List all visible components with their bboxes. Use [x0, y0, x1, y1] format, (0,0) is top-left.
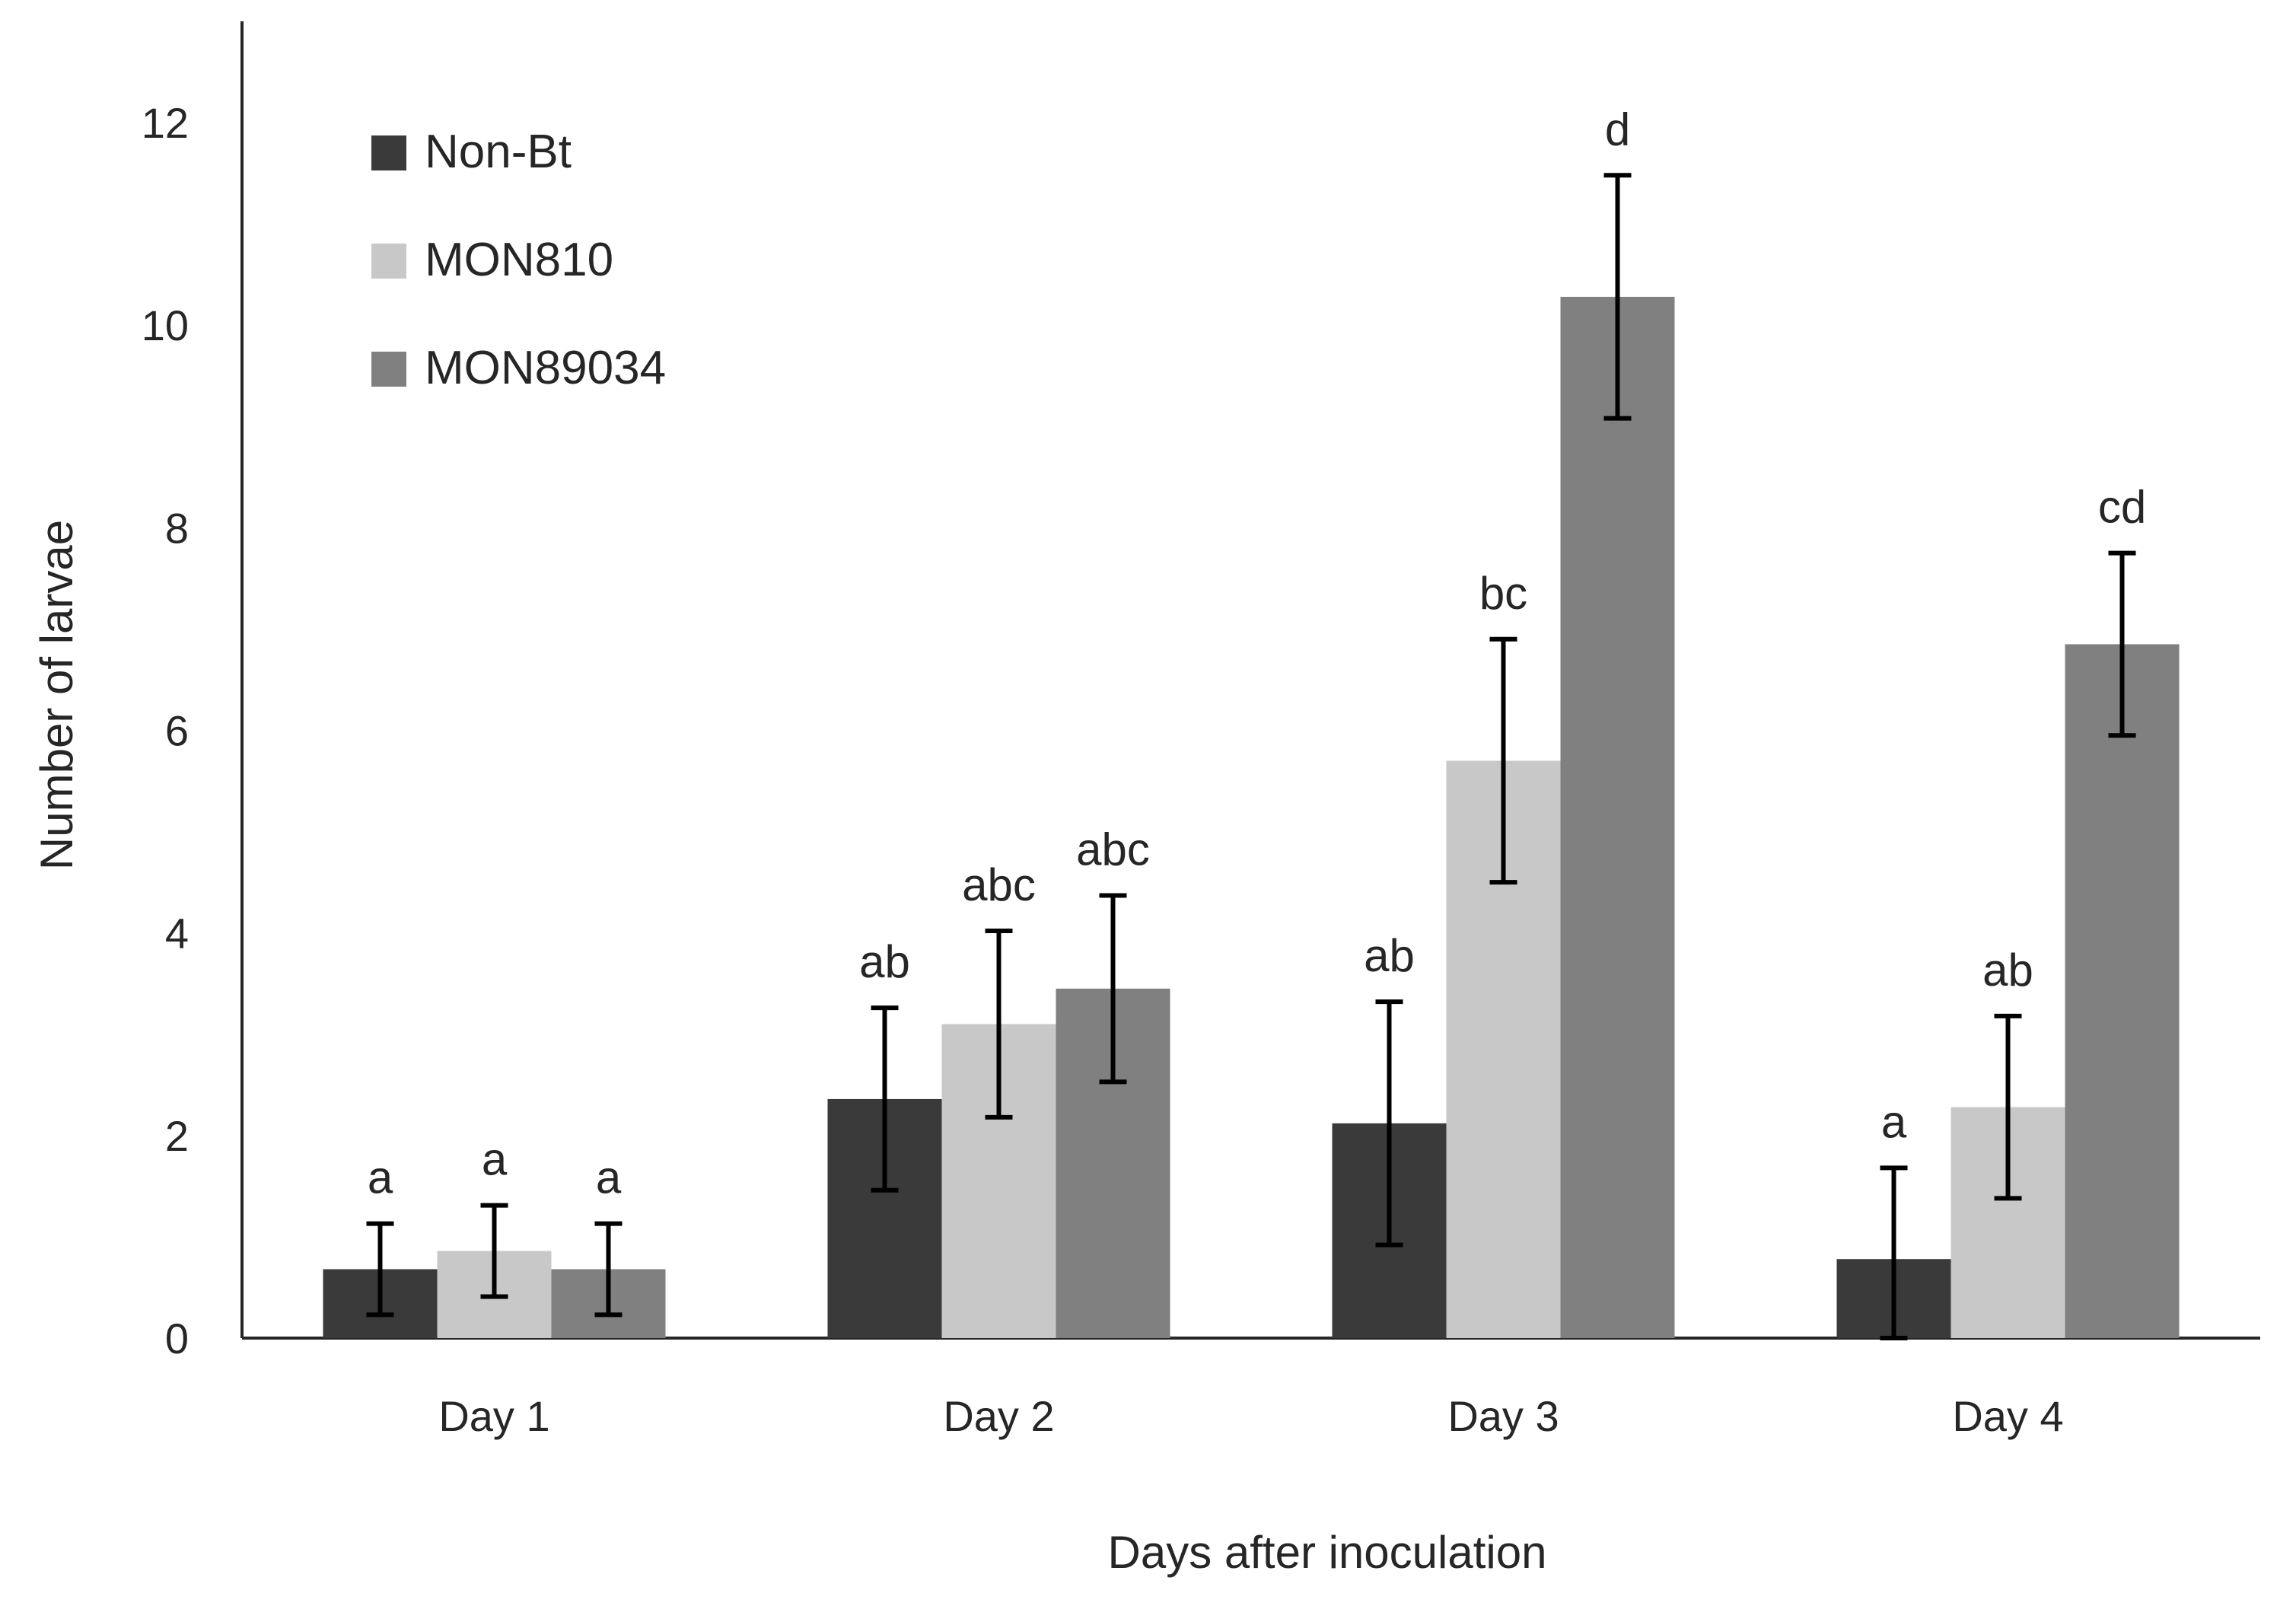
legend: Non-Bt MON810 MON89034: [371, 126, 666, 394]
bars: [323, 296, 2180, 1338]
y-tick-label: 12: [142, 99, 189, 147]
legend-swatch: [371, 244, 406, 279]
bar-mon89034: [2065, 644, 2180, 1338]
axes: 0 2 4 6 8 10 12 Number of larvae Days after inoc…: [31, 21, 2260, 1578]
x-category-label: Day 3: [1447, 1392, 1559, 1440]
error-bars: [366, 173, 2136, 1340]
error-bar: [1603, 173, 1632, 421]
significance-label: d: [1605, 104, 1630, 155]
error-bar: [1880, 1165, 1908, 1340]
y-tick-label: 4: [165, 910, 189, 958]
significance-label: bc: [1479, 568, 1527, 619]
error-bar: [985, 929, 1013, 1120]
legend-label: Non-Bt: [425, 126, 572, 178]
error-bar: [594, 1221, 623, 1318]
significance-label: a: [596, 1152, 622, 1203]
significance-label: ab: [1364, 930, 1415, 981]
error-bar: [2108, 550, 2136, 738]
legend-item: Non-Bt: [371, 126, 572, 178]
significance-label: cd: [2098, 482, 2146, 533]
y-tick-label: 8: [165, 504, 189, 552]
y-tick-label: 10: [142, 301, 189, 349]
significance-label: abc: [1076, 824, 1150, 875]
y-tick-label: 0: [165, 1314, 189, 1362]
error-bar: [871, 1005, 899, 1193]
error-bar: [1994, 1013, 2022, 1201]
legend-label: MON89034: [425, 342, 666, 394]
legend-item: MON810: [371, 234, 613, 286]
error-bar: [366, 1221, 394, 1318]
significance-label: ab: [1982, 945, 2033, 996]
error-bar: [1375, 999, 1403, 1248]
significance-label: a: [1881, 1096, 1907, 1147]
significance-label: abc: [962, 859, 1036, 910]
error-bar: [480, 1203, 508, 1299]
legend-item: MON89034: [371, 342, 666, 394]
y-tick-label: 2: [165, 1112, 189, 1160]
x-category-label: Day 2: [943, 1392, 1054, 1440]
x-category-label: Day 1: [438, 1392, 549, 1440]
error-bar: [1099, 893, 1127, 1085]
legend-swatch: [371, 135, 406, 170]
legend-label: MON810: [425, 234, 613, 286]
error-bar: [1489, 636, 1517, 885]
bar-mon89034: [1560, 296, 1675, 1338]
legend-swatch: [371, 352, 406, 387]
x-category-label: Day 4: [1952, 1392, 2063, 1440]
y-tick-label: 6: [165, 707, 189, 755]
x-axis-title: Days after inoculation: [1108, 1527, 1547, 1578]
significance-label: ab: [859, 936, 910, 987]
significance-label: a: [482, 1134, 508, 1185]
significance-label: a: [368, 1152, 393, 1203]
y-axis-title: Number of larvae: [31, 520, 82, 870]
